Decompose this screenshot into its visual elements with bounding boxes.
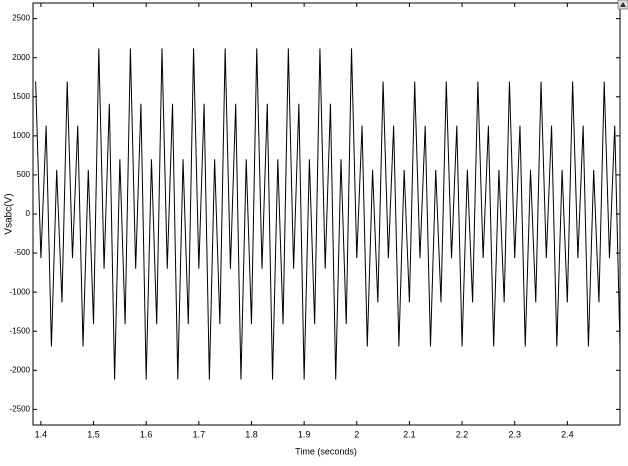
y-tick-label: -1000 bbox=[10, 287, 31, 296]
x-tick-label: 1.6 bbox=[140, 429, 153, 439]
x-tick-label: 2.4 bbox=[561, 429, 574, 439]
y-tick-label: -500 bbox=[14, 248, 31, 257]
y-tick-label: 1000 bbox=[12, 131, 30, 140]
x-tick-label: 1.7 bbox=[193, 429, 206, 439]
x-tick-label: 2.3 bbox=[508, 429, 521, 439]
y-tick-label: -1500 bbox=[10, 326, 31, 335]
x-tick-label: 1.4 bbox=[35, 429, 48, 439]
x-tick-label: 2.1 bbox=[403, 429, 416, 439]
y-tick-label: 500 bbox=[17, 170, 31, 179]
waveform bbox=[35, 48, 620, 380]
y-tick-label: -2000 bbox=[10, 365, 31, 374]
x-axis-label: Time (seconds) bbox=[295, 446, 357, 456]
x-tick-label: 1.8 bbox=[245, 429, 258, 439]
x-tick-label: 2.2 bbox=[456, 429, 469, 439]
y-tick-label: 1500 bbox=[12, 92, 30, 101]
y-tick-label: 2500 bbox=[12, 14, 30, 23]
y-tick-label: 0 bbox=[26, 209, 31, 218]
y-axis-label: Vsabc(V) bbox=[4, 193, 15, 234]
y-tick-label: -2500 bbox=[10, 404, 31, 413]
x-tick-label: 1.5 bbox=[87, 429, 100, 439]
scope-button-icon bbox=[620, 2, 626, 7]
x-tick-label: 1.9 bbox=[298, 429, 311, 439]
y-tick-label: 2000 bbox=[12, 53, 30, 62]
x-tick-label: 2 bbox=[354, 429, 359, 439]
